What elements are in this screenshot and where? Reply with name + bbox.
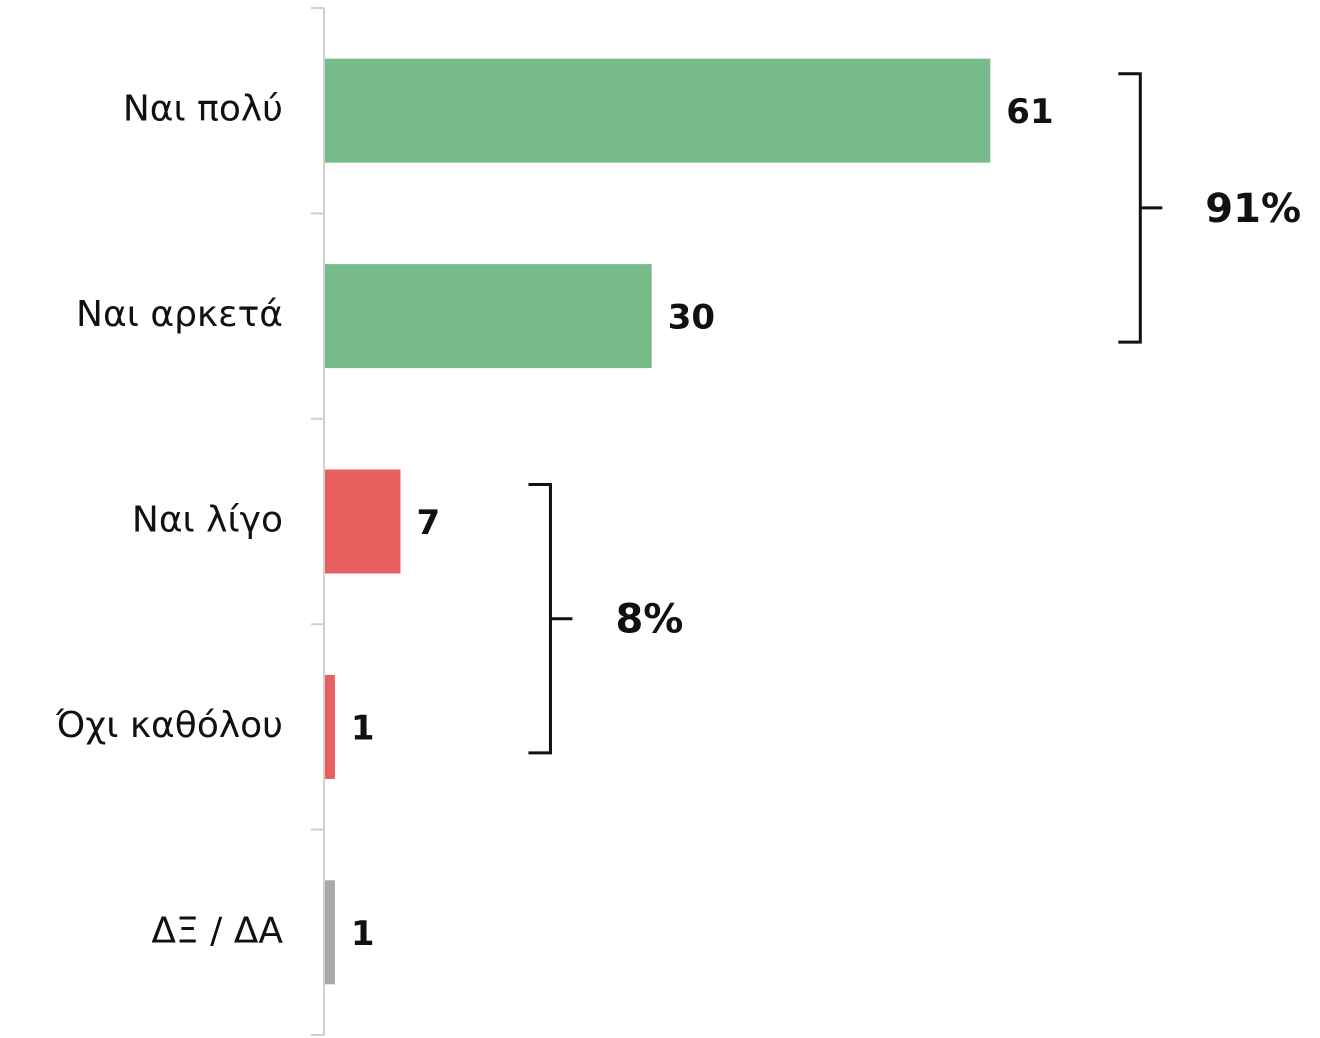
category-label: Ναι λίγο: [132, 500, 283, 541]
value-label: 1: [351, 708, 375, 748]
category-label: Ναι αρκετά: [76, 294, 283, 335]
bracket: [1118, 72, 1163, 344]
bar: [325, 264, 652, 369]
category-label: ΔΞ / ΔΑ: [151, 910, 283, 951]
value-label: 61: [1006, 92, 1053, 132]
bar: [325, 880, 335, 985]
bar: [325, 469, 401, 574]
category-label: Όχι καθόλου: [55, 705, 283, 746]
value-label: 7: [416, 503, 440, 543]
bar: [325, 58, 991, 163]
group-label: 8%: [615, 597, 683, 643]
bracket: [528, 483, 573, 755]
group-label: 91%: [1205, 186, 1301, 232]
value-label: 30: [668, 298, 715, 338]
value-label: 1: [351, 914, 375, 954]
bar: [325, 674, 335, 779]
category-label: Ναι πολύ: [123, 89, 283, 130]
